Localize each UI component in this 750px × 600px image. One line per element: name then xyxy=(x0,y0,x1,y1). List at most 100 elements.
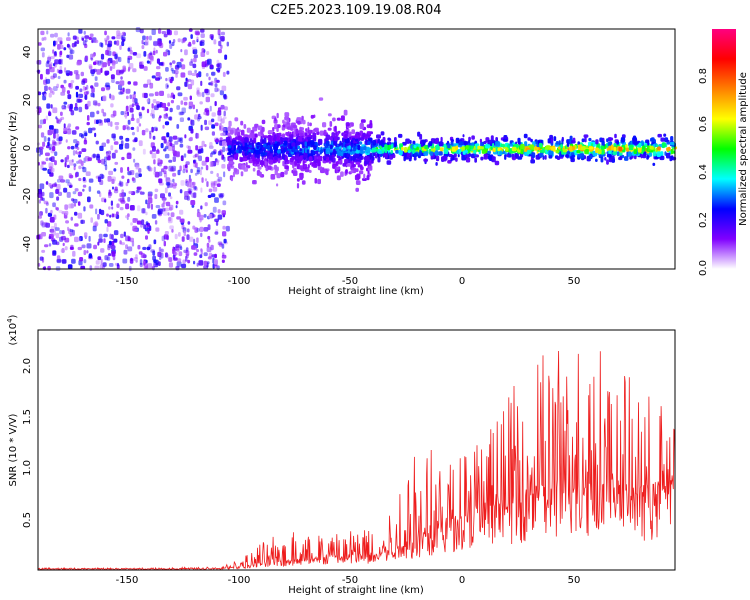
snr-x-label: Height of straight line (km) xyxy=(288,585,424,596)
spectrogram-cell xyxy=(659,155,665,161)
spectrogram-cell xyxy=(65,139,68,143)
spectrogram-cell xyxy=(246,156,251,160)
spectrogram-cell xyxy=(74,188,79,192)
spectrogram-cell xyxy=(167,102,171,107)
spectrogram-cell xyxy=(87,100,91,107)
spectrogram-cell xyxy=(291,142,296,147)
spectrogram-cell xyxy=(398,149,403,155)
spectrogram-cell xyxy=(492,143,495,148)
spectrogram-cell xyxy=(266,157,269,162)
spectrogram-cell xyxy=(49,66,55,73)
spectrogram-cell xyxy=(453,143,457,147)
spectrogram-cell xyxy=(304,132,308,137)
spectrogram-cell xyxy=(372,139,376,146)
spectrogram-cell xyxy=(409,140,412,144)
spectrogram-cell xyxy=(318,160,320,167)
spectrogram-cell xyxy=(385,152,388,159)
spectrogram-cell xyxy=(40,132,45,138)
spectrogram-cell xyxy=(181,64,186,70)
spectrogram-cell xyxy=(91,53,95,58)
spectrogram-cell xyxy=(192,49,195,54)
spectrogram-cell xyxy=(199,254,203,259)
spectrogram-cell xyxy=(48,110,51,115)
spectrogram-cell xyxy=(147,193,152,199)
spectrogram-cell xyxy=(334,125,337,132)
spectrogram-cell xyxy=(283,140,288,146)
spectrogram-cell xyxy=(98,233,103,239)
spectrogram-cell xyxy=(61,86,66,93)
spectrogram-cell xyxy=(79,88,83,93)
spectrogram-cell xyxy=(292,125,298,129)
spectrogram-cell xyxy=(262,147,266,151)
spectrogram-cell xyxy=(227,132,231,137)
spectrogram-cell xyxy=(92,153,96,158)
spectrogram-cell xyxy=(210,152,213,158)
spectrogram-cell xyxy=(111,178,115,184)
spectrogram-cell xyxy=(179,189,183,194)
spectrogram-cell xyxy=(507,144,510,148)
spectrogram-cell xyxy=(298,132,304,137)
spectrogram-cell xyxy=(413,149,416,153)
spectrogram-cell xyxy=(89,265,93,271)
spectrogram-cell xyxy=(107,43,112,48)
spectrogram-cell xyxy=(187,259,191,264)
spectrogram-cell xyxy=(74,236,79,243)
spectrogram-cell xyxy=(120,233,124,239)
spectrogram-cell xyxy=(106,226,109,232)
spectrogram-cell xyxy=(329,121,333,127)
spectrogram-cell xyxy=(322,122,327,128)
spectrogram-cell xyxy=(193,159,197,163)
spectrogram-cell xyxy=(53,141,57,147)
spectrogram-cell xyxy=(129,237,134,243)
spectrogram-cell xyxy=(43,36,47,41)
spectrogram-cell xyxy=(179,111,185,115)
spectrogram-cell xyxy=(194,227,199,233)
spectrogram-cell xyxy=(163,234,169,240)
spectrogram-cell xyxy=(161,102,167,108)
x-tick-label: -100 xyxy=(228,575,251,586)
spectrogram-cell xyxy=(116,211,119,216)
spectrogram-cell xyxy=(73,163,77,167)
spectrogram-cell xyxy=(438,151,443,156)
spectrogram-cell xyxy=(136,126,139,133)
spectrogram-cell xyxy=(241,129,245,136)
spectrogram-cell xyxy=(94,76,98,81)
spectrogram-cell xyxy=(645,139,650,144)
spectrogram-cell xyxy=(312,132,317,138)
spectrogram-cell xyxy=(569,145,573,152)
spectrogram-cell xyxy=(134,98,138,104)
spectrogram-cell xyxy=(86,90,90,95)
spectrogram-cell xyxy=(656,151,661,158)
spectrogram-cell xyxy=(127,236,131,242)
spectrogram-cell xyxy=(483,153,488,160)
spectrogram-cell xyxy=(228,120,232,127)
spectrogram-cell xyxy=(307,141,311,147)
spectrogram-cell xyxy=(163,106,167,112)
spectrogram-cell xyxy=(129,104,133,109)
spectrogram-cell xyxy=(474,153,477,157)
y-tick-label: 1.5 xyxy=(22,409,33,425)
spectrogram-cell xyxy=(56,196,60,201)
spectrogram-cell xyxy=(176,216,181,220)
spectrogram-cell xyxy=(67,182,72,187)
spectrogram-cell xyxy=(354,138,359,142)
spectrogram-cell xyxy=(210,80,214,87)
spectrogram-cell xyxy=(296,183,300,189)
spectrogram-cell xyxy=(355,180,361,185)
spectrogram-cell xyxy=(157,251,162,257)
spectrogram-cell xyxy=(137,205,141,212)
spectrogram-cell xyxy=(519,153,524,158)
spectrogram-cell xyxy=(71,258,76,264)
spectrogram-cell xyxy=(72,198,78,204)
spectrogram-cell xyxy=(64,210,69,216)
spectrogram-cell xyxy=(332,117,336,122)
spectrogram-cell xyxy=(180,72,186,78)
spectrogram-cell xyxy=(289,134,294,140)
spectrogram-cell xyxy=(324,168,328,174)
spectrogram-cell xyxy=(189,61,194,66)
spectrogram-cell xyxy=(172,94,176,100)
spectrogram-cell xyxy=(111,133,116,139)
spectrogram-cell xyxy=(97,213,100,220)
spectrogram-cell xyxy=(462,134,465,138)
spectrogram-cell xyxy=(112,255,116,261)
